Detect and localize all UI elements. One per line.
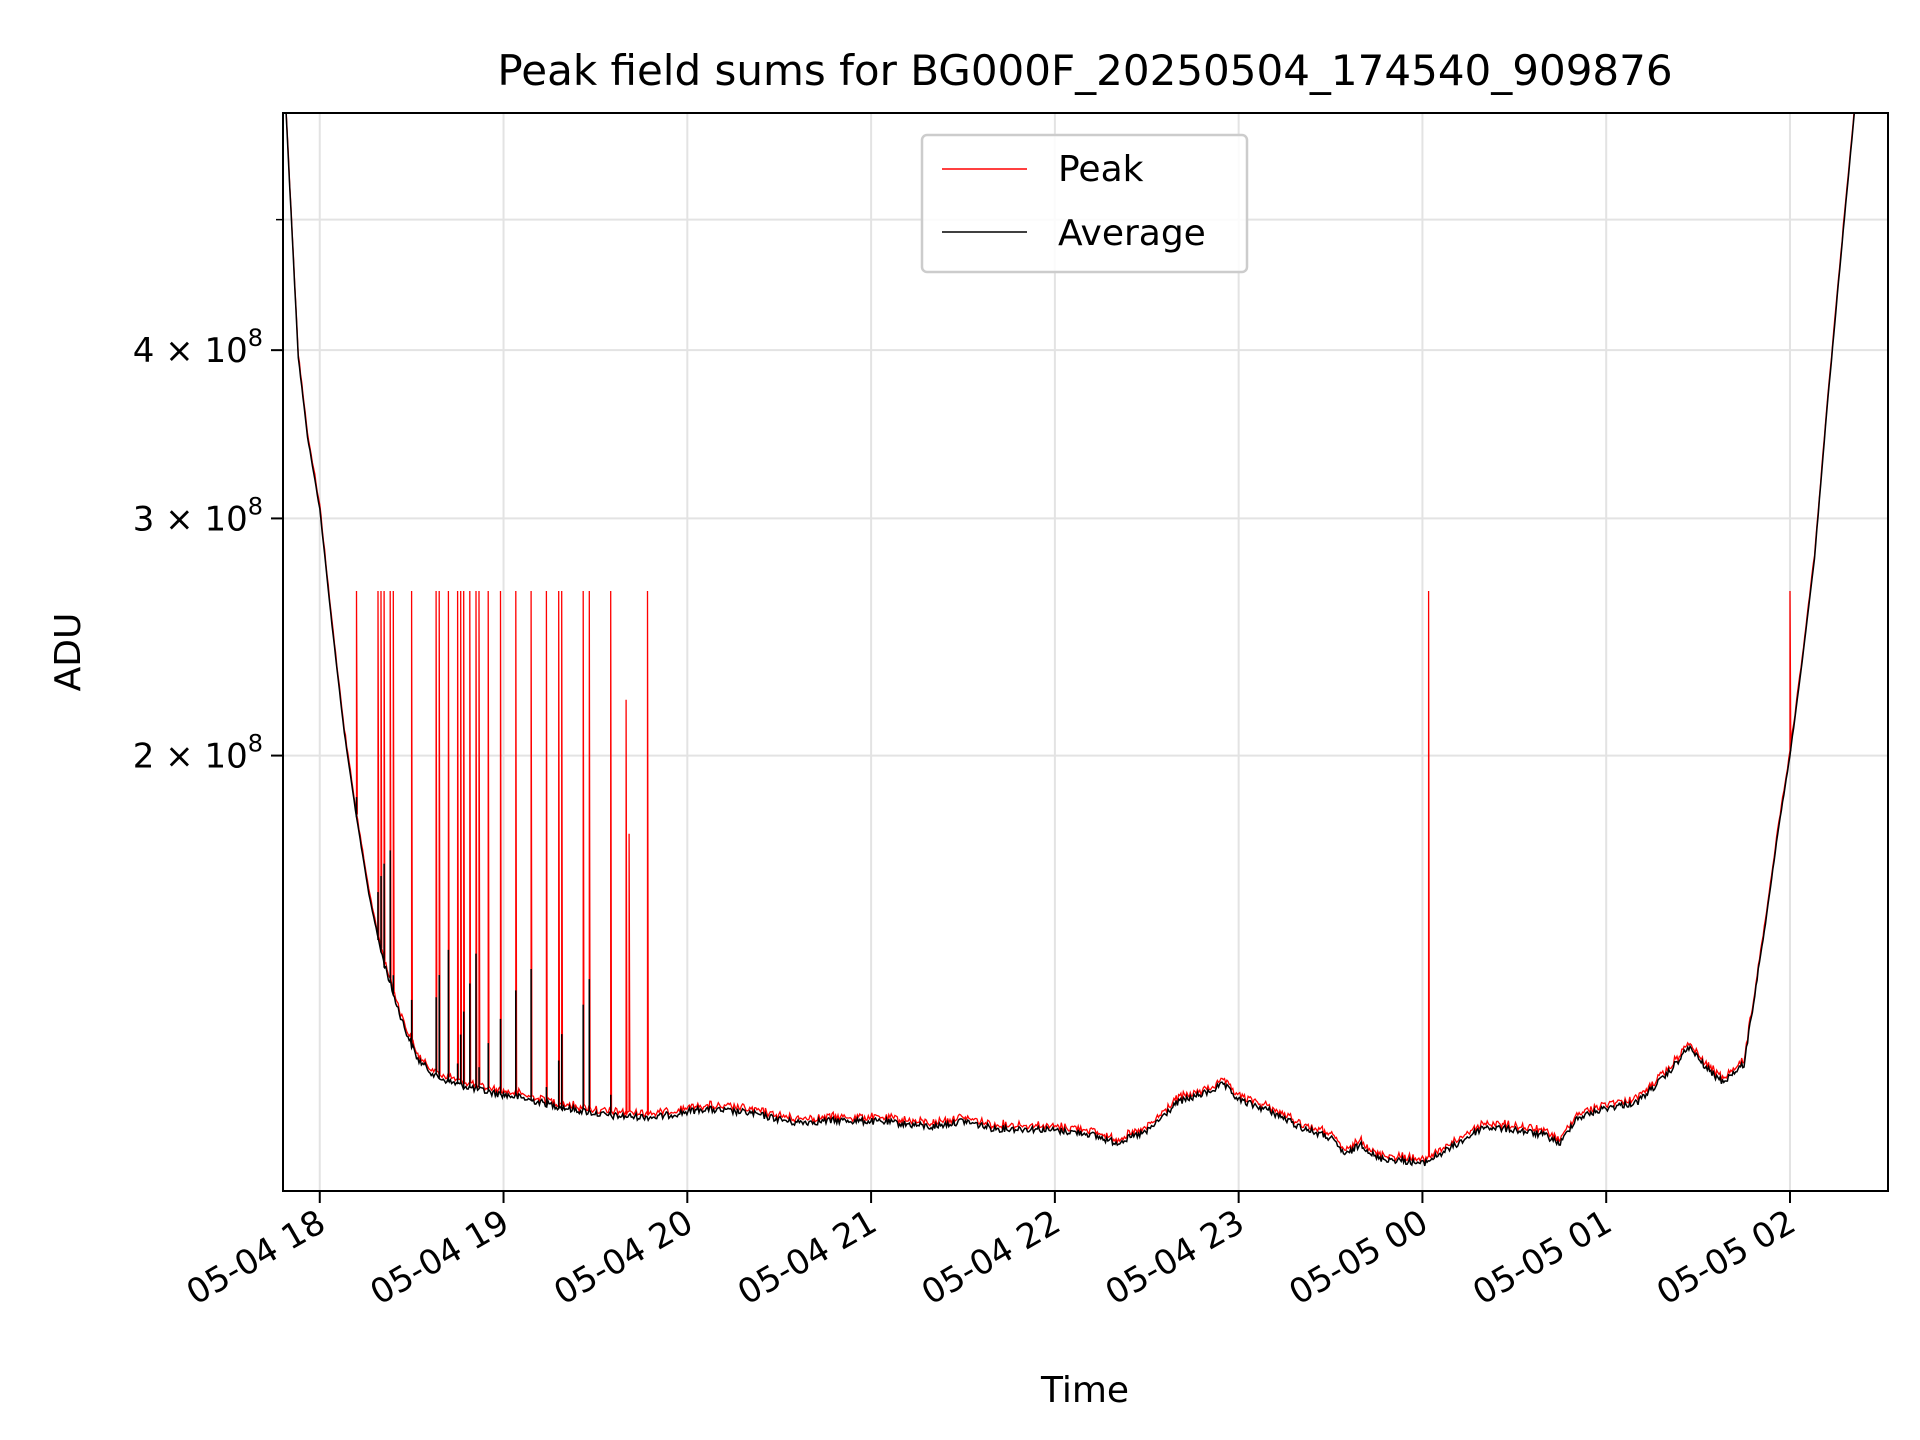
y-axis-ticks: 2 × 108 3 × 108 4 × 108: [133, 218, 283, 777]
x-tick-label: 05-04 18: [180, 1202, 332, 1313]
x-axis-label: Time: [1040, 1370, 1129, 1411]
legend-label-peak: Peak: [1058, 149, 1144, 190]
plot-series: [285, 113, 1856, 1167]
y-tick-label: 2 × 108: [133, 730, 263, 777]
series-line-average: [285, 113, 1856, 1167]
x-tick-label: 05-04 19: [364, 1202, 516, 1313]
x-tick-label: 05-04 23: [1099, 1202, 1251, 1313]
x-tick-label: 05-05 01: [1466, 1202, 1618, 1313]
y-axis-label: ADU: [48, 613, 89, 692]
series-line-peak: [285, 113, 1855, 1163]
x-axis-ticks: 05-04 18 05-04 19 05-04 20 05-04 21 05-04 22…: [180, 1191, 1802, 1313]
x-tick-label: 05-04 21: [731, 1202, 883, 1313]
x-tick-label: 05-05 00: [1283, 1202, 1435, 1313]
x-tick-label: 05-04 22: [915, 1202, 1067, 1313]
plot-frame: [282, 112, 1889, 1192]
chart-title: Peak field sums for BG000F_20250504_1745…: [497, 46, 1672, 95]
grid: [283, 113, 1888, 1191]
y-tick-label: 4 × 108: [133, 324, 263, 371]
legend-label-average: Average: [1058, 213, 1206, 254]
legend: Peak Average: [920, 133, 1249, 274]
x-tick-label: 05-05 02: [1650, 1202, 1802, 1313]
x-tick-label: 05-04 20: [547, 1202, 699, 1313]
y-tick-label: 3 × 108: [133, 492, 263, 539]
